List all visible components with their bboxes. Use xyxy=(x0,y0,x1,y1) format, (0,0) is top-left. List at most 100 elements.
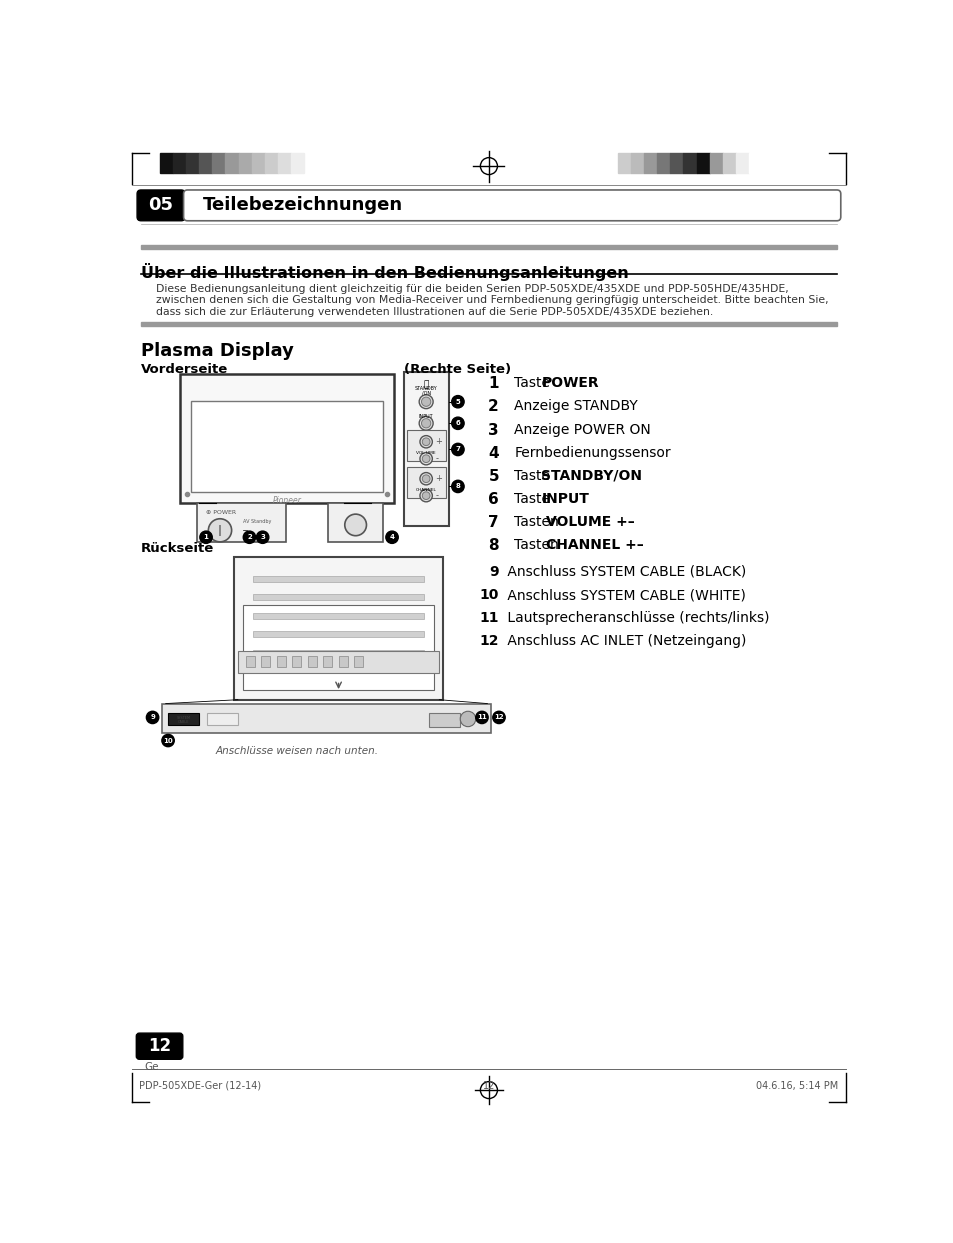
Text: Plasma Display: Plasma Display xyxy=(141,342,294,359)
Bar xyxy=(212,153,225,173)
Bar xyxy=(162,704,491,733)
Text: Anschluss AC INLET (Netzeingang): Anschluss AC INLET (Netzeingang) xyxy=(502,634,745,649)
Text: Teilebezeichnungen: Teilebezeichnungen xyxy=(203,196,403,214)
Text: +: + xyxy=(435,438,442,446)
Circle shape xyxy=(421,419,431,428)
Circle shape xyxy=(256,531,269,543)
Text: 12: 12 xyxy=(479,634,498,649)
Circle shape xyxy=(199,531,212,543)
Bar xyxy=(172,153,186,173)
Text: Taste: Taste xyxy=(514,377,555,390)
Text: Anzeige STANDBY: Anzeige STANDBY xyxy=(514,399,638,414)
Text: Anschluss SYSTEM CABLE (WHITE): Anschluss SYSTEM CABLE (WHITE) xyxy=(502,588,745,602)
Bar xyxy=(253,631,423,638)
Text: dass sich die zur Erläuterung verwendeten Illustrationen auf die Serie PDP-505XD: dass sich die zur Erläuterung verwendete… xyxy=(156,307,713,317)
Text: zwischen denen sich die Gestaltung von Media-Receiver und Fernbedienung geringfü: zwischen denen sich die Gestaltung von M… xyxy=(156,296,828,306)
Text: 04.6.16, 5:14 PM: 04.6.16, 5:14 PM xyxy=(756,1081,838,1091)
Text: 1: 1 xyxy=(488,377,498,392)
Text: 2: 2 xyxy=(488,399,498,414)
Bar xyxy=(406,467,446,498)
Text: Diese Bedienungsanleitung dient gleichzeitig für die beiden Serien PDP-505XDE/43: Diese Bedienungsanleitung dient gleichze… xyxy=(156,283,788,293)
Text: 05: 05 xyxy=(149,196,173,214)
Bar xyxy=(736,153,748,173)
Circle shape xyxy=(146,711,158,723)
Text: 9: 9 xyxy=(489,566,498,579)
Bar xyxy=(404,373,448,527)
Bar xyxy=(292,656,301,666)
Bar xyxy=(233,557,443,700)
Text: 10: 10 xyxy=(479,588,498,602)
Bar xyxy=(630,153,643,173)
Bar xyxy=(253,576,423,582)
Text: PDP-505XDE-Ger (12-14): PDP-505XDE-Ger (12-14) xyxy=(139,1081,261,1091)
Text: Anschlüsse weisen nach unten.: Anschlüsse weisen nach unten. xyxy=(215,746,378,756)
Text: VOLUME +–: VOLUME +– xyxy=(545,515,634,530)
Bar xyxy=(617,153,630,173)
Text: 10: 10 xyxy=(163,737,172,743)
Text: Rückseite: Rückseite xyxy=(141,542,214,554)
Circle shape xyxy=(459,711,476,727)
Text: Fernbedienungssensor: Fernbedienungssensor xyxy=(514,445,670,460)
Bar xyxy=(159,153,172,173)
Bar xyxy=(141,322,836,326)
Bar xyxy=(168,712,199,725)
Text: 1: 1 xyxy=(203,534,209,541)
Bar xyxy=(207,712,237,725)
Text: 12: 12 xyxy=(482,1081,495,1091)
Bar xyxy=(406,430,446,461)
Bar xyxy=(657,153,670,173)
Bar xyxy=(682,153,696,173)
Text: Taste: Taste xyxy=(514,492,555,506)
Text: 7: 7 xyxy=(488,515,498,530)
Circle shape xyxy=(421,397,431,406)
Text: 7: 7 xyxy=(455,446,460,452)
Bar xyxy=(354,656,363,666)
Circle shape xyxy=(476,711,488,723)
Circle shape xyxy=(422,475,430,482)
Text: Anschluss SYSTEM CABLE (BLACK): Anschluss SYSTEM CABLE (BLACK) xyxy=(502,566,745,579)
Bar xyxy=(278,153,291,173)
Text: Tasten: Tasten xyxy=(514,538,563,552)
Text: 12: 12 xyxy=(148,1037,171,1055)
Bar xyxy=(323,656,332,666)
Bar xyxy=(253,613,423,619)
Bar xyxy=(237,651,439,672)
Circle shape xyxy=(344,515,366,536)
Text: CHANNEL +–: CHANNEL +– xyxy=(545,538,643,552)
Text: 5: 5 xyxy=(456,399,459,405)
Bar xyxy=(252,153,265,173)
Bar xyxy=(748,153,761,173)
Circle shape xyxy=(419,472,432,485)
Bar xyxy=(338,656,348,666)
Bar xyxy=(276,656,286,666)
Text: 4: 4 xyxy=(488,445,498,461)
Text: AV Standby: AV Standby xyxy=(243,518,272,523)
Circle shape xyxy=(419,452,432,465)
Bar xyxy=(253,650,423,656)
Text: Anzeige POWER ON: Anzeige POWER ON xyxy=(514,423,651,436)
Circle shape xyxy=(452,444,464,456)
Bar xyxy=(196,503,286,542)
Circle shape xyxy=(419,490,432,502)
Text: +: + xyxy=(435,475,442,484)
Circle shape xyxy=(452,395,464,408)
Bar xyxy=(238,153,252,173)
Text: Tasten: Tasten xyxy=(514,515,563,530)
Bar xyxy=(245,656,254,666)
Circle shape xyxy=(422,492,430,500)
Circle shape xyxy=(419,435,432,447)
Bar xyxy=(253,594,423,600)
Circle shape xyxy=(418,416,433,430)
Bar xyxy=(307,656,316,666)
Text: 3: 3 xyxy=(488,423,498,438)
Bar xyxy=(722,153,736,173)
Text: 11: 11 xyxy=(479,612,498,625)
Bar xyxy=(199,153,212,173)
Text: Vorderseite: Vorderseite xyxy=(141,363,228,377)
Bar xyxy=(709,153,722,173)
Bar xyxy=(670,153,682,173)
Text: STANDBY: STANDBY xyxy=(415,387,437,392)
Bar xyxy=(696,153,709,173)
Text: (Rechte Seite): (Rechte Seite) xyxy=(404,363,511,377)
Text: 8: 8 xyxy=(455,484,460,490)
